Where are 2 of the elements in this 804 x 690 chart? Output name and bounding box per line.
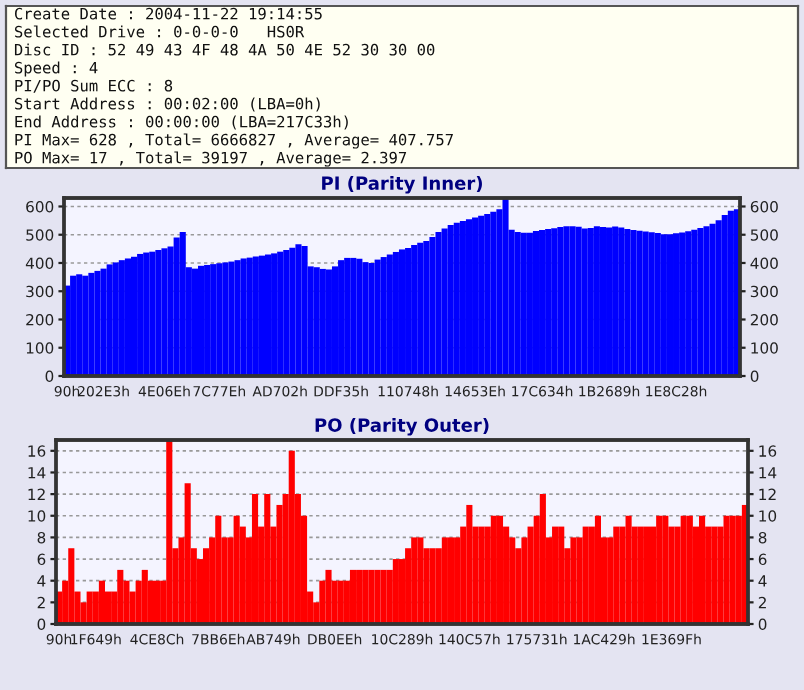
chart-title: PO (Parity Outer) [315,417,489,436]
chart-title: PI (Parity Inner) [322,175,482,194]
